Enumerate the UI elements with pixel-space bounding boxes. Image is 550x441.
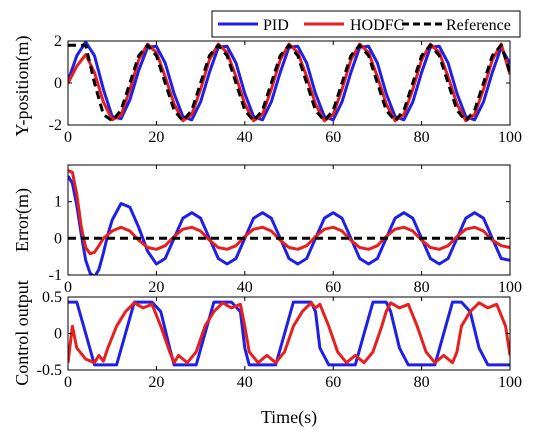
x-tick-label: 60 [325, 374, 341, 391]
panel-control-output: 0 20 40 60 80 100-0.500.5 [37, 289, 522, 391]
x-tick-label: 60 [325, 129, 341, 146]
legend-reference-label: Reference [446, 17, 511, 34]
panel2-ylabel: Error(m) [12, 188, 33, 252]
panel3-ylabel: Control output [12, 280, 32, 386]
legend: PID HODFC Reference [211, 10, 521, 38]
panel-y-position: 0 20 40 60 80 100-202 [49, 33, 522, 146]
x-tick-label: 60 [325, 279, 341, 296]
legend-box [211, 10, 521, 38]
x-tick-label: 0 [64, 129, 72, 146]
x-tick-label: 80 [414, 374, 430, 391]
x-tick-label: 80 [414, 129, 430, 146]
series-line-hodfc [68, 301, 510, 365]
x-tick-label: 100 [498, 129, 522, 146]
panel-error: 0 20 40 60 80 100-101 [49, 164, 522, 296]
series-line-hodfc [68, 169, 510, 256]
series-line-pid [68, 175, 510, 275]
x-tick-label: 80 [414, 279, 430, 296]
y-tick-label: 0 [54, 230, 62, 247]
x-tick-label: 40 [237, 279, 253, 296]
axes-box [67, 164, 511, 276]
y-tick-label: 1 [54, 194, 62, 211]
legend-hodfc-label: HODFC [350, 17, 404, 34]
x-tick-label: 40 [237, 374, 253, 391]
x-tick-label: 100 [498, 279, 522, 296]
x-axis-label: Time(s) [261, 407, 317, 428]
y-tick-label: 0 [54, 326, 62, 343]
x-tick-label: 0 [64, 374, 72, 391]
x-tick-label: 20 [148, 374, 164, 391]
x-tick-label: 100 [498, 374, 522, 391]
y-tick-label: -0.5 [37, 362, 62, 379]
legend-pid-label: PID [263, 17, 289, 34]
panel1-ylabel: Y-position(m) [12, 35, 33, 136]
x-tick-label: 0 [64, 279, 72, 296]
x-tick-label: 20 [148, 279, 164, 296]
x-tick-label: 20 [148, 129, 164, 146]
series-line-pid [68, 41, 510, 122]
y-tick-label: -2 [49, 117, 62, 134]
y-tick-label: 0 [54, 75, 62, 92]
y-tick-label: 0.5 [42, 289, 62, 306]
y-tick-label: 2 [54, 33, 62, 50]
x-tick-label: 40 [237, 129, 253, 146]
series-line-reference [68, 43, 510, 123]
y-tick-label: -1 [49, 267, 62, 284]
series-line-pid [68, 300, 510, 367]
